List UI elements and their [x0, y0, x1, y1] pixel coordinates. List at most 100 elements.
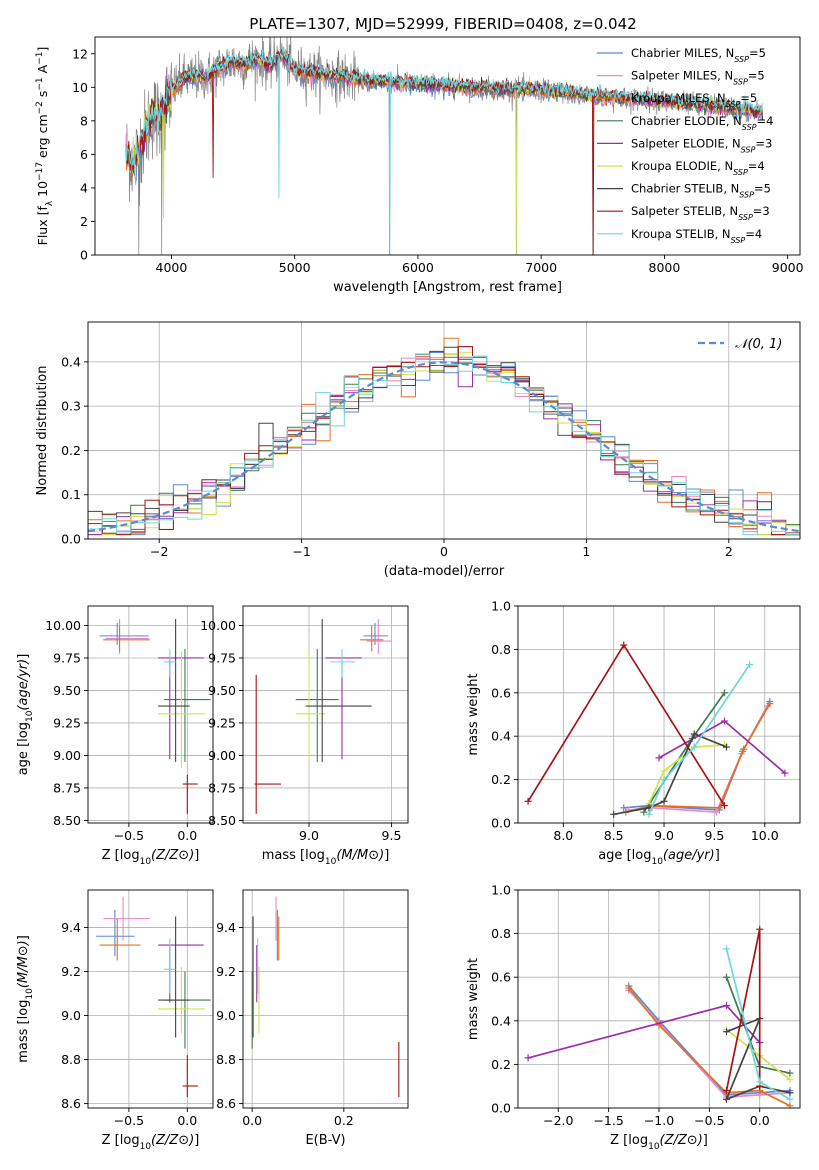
mass-vs-ebv-frame [242, 889, 409, 1109]
weight-vs-age-ytick-label: 0.0 [491, 816, 511, 831]
age-vs-Z-ytick-label: 9.50 [53, 683, 81, 698]
weight-vs-Z-ytick-label: 0.0 [491, 1101, 511, 1116]
spectrum-ytick-label: 6 [80, 147, 88, 162]
weight-vs-age-series-line [623, 701, 771, 811]
spectrum-legend-label: Salpeter STELIB, NSSP=3 [631, 204, 770, 222]
residuals-xtick-label: 1 [582, 544, 590, 559]
spectrum-legend-label: Chabrier STELIB, NSSP=5 [631, 182, 771, 200]
mass-vs-Z-ytick-label: 9.0 [61, 1008, 81, 1023]
spectrum-legend-label: Chabrier ELODIE, NSSP=4 [631, 114, 773, 132]
residuals-xlabel: (data-model)/error [384, 564, 505, 579]
mass-vs-Z-plot-area [96, 896, 211, 1097]
spectrum-ytick-label: 2 [80, 214, 88, 229]
mass-vs-Z-ytick-label: 9.4 [61, 920, 81, 935]
weight-vs-age-series-line [643, 692, 726, 813]
normal-curve [88, 361, 800, 533]
spectrum-legend-label: Salpeter MILES, NSSP=5 [631, 69, 765, 87]
spectrum-ytick-label: 0 [80, 248, 88, 263]
spectrum-xlabel: wavelength [Angstrom, rest frame] [333, 280, 562, 295]
age-vs-Z-ytick-label: 9.25 [53, 715, 81, 730]
spectrum-xtick-label: 4000 [156, 260, 188, 275]
spectrum-ytick-label: 4 [80, 180, 88, 195]
mass-vs-ebv-xtick-label: 0.2 [334, 1113, 354, 1128]
age-vs-Z-plot-area [99, 618, 211, 814]
weight-vs-Z-ytick-label: 0.4 [491, 1013, 511, 1028]
age-vs-mass-ytick-label: 9.00 [208, 748, 236, 763]
figure-title: PLATE=1307, MJD=52999, FIBERID=0408, z=0… [249, 15, 636, 33]
mass-vs-ebv-ytick-label: 9.4 [216, 920, 236, 935]
age-vs-Z-xtick-label: 0.0 [177, 828, 197, 843]
spectrum-ytick-label: 10 [72, 80, 88, 95]
weight-vs-age-ylabel: mass weight [466, 673, 481, 755]
weight-vs-Z-ytick-label: 1.0 [491, 883, 511, 898]
spectrum-frame [94, 36, 801, 256]
mass-vs-Z-ytick-label: 8.8 [61, 1052, 81, 1067]
mass-vs-Z-frame [87, 889, 214, 1109]
spectrum-xtick-label: 7000 [525, 260, 557, 275]
age-vs-Z-ytick-label: 10.00 [45, 618, 81, 633]
spectrum-xtick-label: 9000 [772, 260, 804, 275]
weight-vs-Z-xlabel: Z [log10(Z/Z⊙)] [610, 1133, 708, 1152]
weight-vs-Z-xtick-label: −2.0 [543, 1113, 573, 1128]
residuals-xtick-label: −2 [150, 544, 168, 559]
weight-vs-age-plot-area [524, 641, 789, 818]
weight-vs-Z-xtick-label: −1.5 [593, 1113, 623, 1128]
spectrum-legend-label: Kroupa ELODIE, NSSP=4 [631, 159, 765, 177]
normal-legend-label: 𝒩(0, 1) [735, 337, 782, 352]
age-vs-mass-xtick-label: 9.5 [382, 828, 402, 843]
age-vs-mass-ytick-label: 8.75 [208, 780, 236, 795]
weight-vs-age-series-line [625, 703, 771, 813]
weight-vs-age-xtick-label: 8.0 [553, 828, 573, 843]
residuals-panel: −2 −1 0 1 2 0.0 0.1 0.2 0.3 0.4 𝒩(0, 1) (data-model… [35, 321, 801, 579]
weight-vs-age-panel: 8.0 8.5 9.0 9.5 10.0 0.0 0.2 0.4 0.6 0.8 1.0 age [l… [466, 599, 801, 867]
mass-vs-Z-xtick-label: −0.5 [114, 1113, 144, 1128]
spectrum-legend-label: Salpeter ELODIE, NSSP=3 [631, 136, 772, 154]
residuals-xtick-label: 2 [725, 544, 733, 559]
weight-vs-age-series-line [648, 744, 725, 804]
weight-vs-Z-series-line [724, 1017, 791, 1101]
weight-vs-age-ytick-label: 1.0 [491, 599, 511, 614]
residuals-ylabel: Normed distribution [35, 366, 50, 496]
spectrum-model-line [125, 47, 763, 255]
age-vs-mass-xlabel: mass [log10(M/M⊙)] [262, 848, 390, 867]
age-vs-Z-ytick-label: 9.00 [53, 748, 81, 763]
weight-vs-age-xlabel: age [log10(age/yr)] [598, 848, 720, 867]
mass-vs-Z-ylabel: mass [log10(M/M⊙)] [16, 935, 35, 1063]
mass-vs-ebv-ytick-label: 8.8 [216, 1052, 236, 1067]
residuals-ytick-label: 0.0 [61, 532, 81, 547]
weight-vs-Z-xtick-label: 0.0 [750, 1113, 770, 1128]
residuals-xtick-label: 0 [440, 544, 448, 559]
mass-vs-ebv-plot-area [251, 896, 400, 1097]
weight-vs-age-ytick-label: 0.8 [491, 642, 511, 657]
weight-vs-age-ytick-label: 0.4 [491, 729, 511, 744]
weight-vs-age-ytick-label: 0.2 [491, 772, 511, 787]
weight-vs-Z-xtick-label: −1.0 [644, 1113, 674, 1128]
weight-vs-age-frame [517, 605, 801, 824]
residuals-ytick-label: 0.2 [61, 443, 81, 458]
residuals-ytick-label: 0.4 [61, 354, 81, 369]
age-vs-Z-frame [87, 605, 214, 824]
residuals-xtick-label: −1 [292, 544, 310, 559]
mass-vs-Z-panel: −0.5 0.0 8.6 8.8 9.0 9.2 9.4 Z [log10(Z/Z⊙)] mas… [16, 889, 214, 1152]
weight-vs-Z-ytick-label: 0.8 [491, 926, 511, 941]
mass-vs-ebv-ytick-label: 9.0 [216, 1008, 236, 1023]
weight-vs-Z-xtick-label: −0.5 [694, 1113, 724, 1128]
weight-vs-age-xtick-label: 10.0 [751, 828, 779, 843]
weight-vs-Z-series-line [725, 976, 791, 1074]
mass-vs-ebv-panel: 0.0 0.2 8.6 8.8 9.0 9.2 9.4 E(B-V) [216, 889, 409, 1148]
weight-vs-Z-ytick-label: 0.6 [491, 970, 511, 985]
age-vs-Z-ytick-label: 9.75 [53, 650, 81, 665]
age-vs-Z-ytick-label: 8.50 [53, 813, 81, 828]
spectrum-ytick-label: 8 [80, 113, 88, 128]
age-vs-mass-plot-area [254, 618, 392, 814]
age-vs-Z-ylabel: age [log10(age/yr)] [16, 654, 35, 776]
spectrum-plot-area [125, 37, 764, 255]
spectrum-ytick-label: 12 [72, 46, 88, 61]
spectrum-xtick-label: 8000 [649, 260, 681, 275]
age-vs-Z-xtick-label: −0.5 [114, 828, 144, 843]
weight-vs-Z-plot-area [524, 925, 794, 1108]
spectrum-legend-label: Kroupa MILES, NSSP=5 [631, 91, 757, 109]
residuals-ytick-label: 0.1 [61, 487, 81, 502]
age-vs-mass-ytick-label: 10.00 [200, 618, 236, 633]
mass-vs-ebv-ytick-label: 9.2 [216, 964, 236, 979]
